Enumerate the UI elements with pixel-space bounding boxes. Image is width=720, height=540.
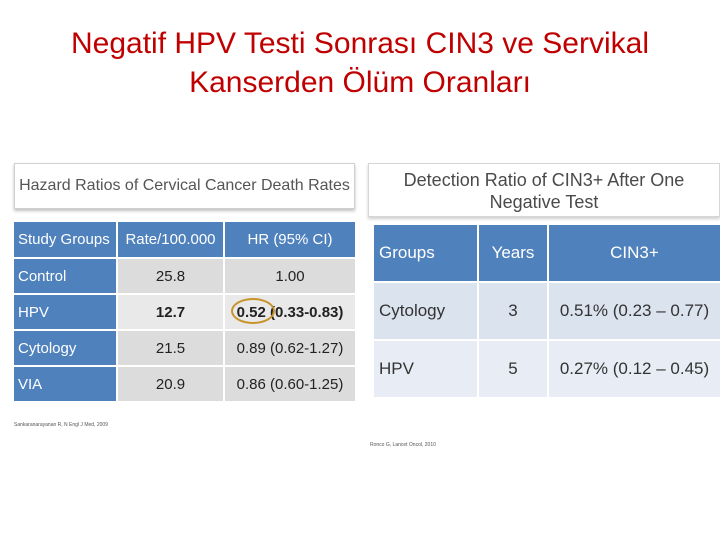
group-cell: Control xyxy=(14,257,117,294)
hr-highlight: 0.52 xyxy=(230,297,275,324)
column-header: Rate/100.000 xyxy=(116,222,224,258)
years-cell: 5 xyxy=(477,339,548,397)
highlight-circle-annotation xyxy=(230,297,275,324)
hazard-ratio-table: Study Groups Rate/100.000 HR (95% CI) Co… xyxy=(14,222,355,401)
table-row: Cytology 3 0.51% (0.23 – 0.77) xyxy=(374,281,720,340)
detection-ratio-table: Groups Years CIN3+ Cytology 3 0.51% (0.2… xyxy=(374,225,720,397)
cin3-cell: 0.51% (0.23 – 0.77) xyxy=(547,281,720,340)
table-header-row: Groups Years CIN3+ xyxy=(374,225,720,282)
rate-cell: 25.8 xyxy=(116,257,224,294)
group-cell: HPV xyxy=(14,293,117,330)
table-row: HPV 5 0.27% (0.12 – 0.45) xyxy=(374,339,720,397)
group-cell: Cytology xyxy=(374,281,478,340)
title-line-1: Negatif HPV Testi Sonrası CIN3 ve Servik… xyxy=(70,27,649,60)
table-row: Control 25.8 1.00 xyxy=(14,257,355,294)
caption-line-2: Negative Test xyxy=(489,192,599,212)
slide-title: Negatif HPV Testi Sonrası CIN3 ve Servik… xyxy=(0,24,720,102)
group-cell: HPV xyxy=(374,339,478,397)
title-line-2: Kanserden Ölüm Oranları xyxy=(189,66,531,99)
rate-cell: 21.5 xyxy=(116,329,224,366)
table-row: HPV 12.7 0.52 (0.33-0.83) xyxy=(14,293,355,330)
hr-ci-value: (0.33-0.83) xyxy=(270,303,344,321)
table-row: Cytology 21.5 0.89 (0.62-1.27) xyxy=(14,329,355,366)
group-cell: Cytology xyxy=(14,329,117,366)
table-header-row: Study Groups Rate/100.000 HR (95% CI) xyxy=(14,222,355,258)
column-header: Study Groups xyxy=(14,222,117,258)
left-citation: Sankaranarayanan R, N Engl J Med, 2009 xyxy=(14,422,108,428)
cin3-cell: 0.27% (0.12 – 0.45) xyxy=(547,339,720,397)
hr-cell: 0.86 (0.60-1.25) xyxy=(223,365,355,401)
right-citation: Ronco G, Lancet Oncol, 2010 xyxy=(370,442,436,448)
rate-cell: 20.9 xyxy=(116,365,224,401)
hr-cell: 0.89 (0.62-1.27) xyxy=(223,329,355,366)
column-header: Groups xyxy=(374,225,478,282)
hr-cell: 1.00 xyxy=(223,257,355,294)
detection-table-panel: Groups Years CIN3+ Cytology 3 0.51% (0.2… xyxy=(374,225,720,397)
detection-ratio-caption: Detection Ratio of CIN3+ After One Negat… xyxy=(368,163,720,217)
hazard-ratio-caption: Hazard Ratios of Cervical Cancer Death R… xyxy=(14,163,355,209)
hr-cell: 0.52 (0.33-0.83) xyxy=(223,293,355,330)
column-header: Years xyxy=(477,225,548,282)
years-cell: 3 xyxy=(477,281,548,340)
hazard-ratio-figure: Hazard Ratios of Cervical Cancer Death R… xyxy=(14,163,355,401)
column-header: CIN3+ xyxy=(547,225,720,282)
column-header: HR (95% CI) xyxy=(223,222,355,258)
table-row: VIA 20.9 0.86 (0.60-1.25) xyxy=(14,365,355,401)
rate-cell: 12.7 xyxy=(116,293,224,330)
group-cell: VIA xyxy=(14,365,117,401)
detection-ratio-figure: Detection Ratio of CIN3+ After One Negat… xyxy=(368,163,720,397)
caption-line-1: Detection Ratio of CIN3+ After One xyxy=(403,170,685,190)
